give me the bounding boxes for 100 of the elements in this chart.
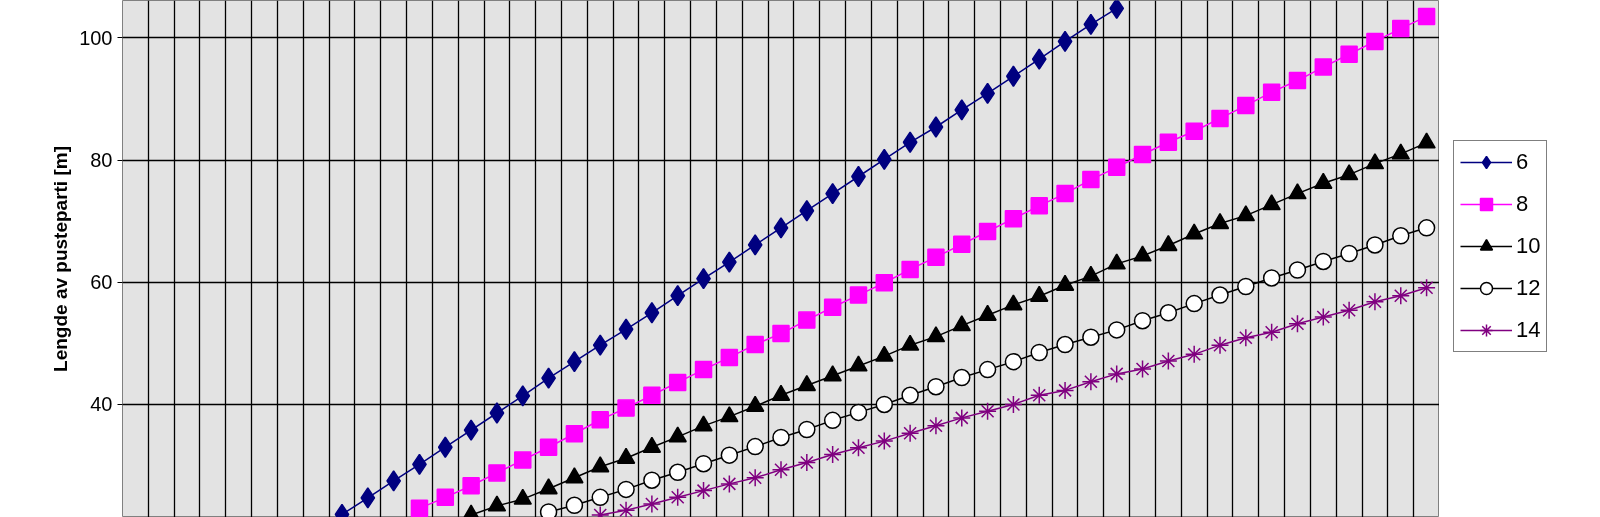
point: [643, 471, 661, 489]
legend-label: 10: [1516, 233, 1541, 259]
point: [592, 334, 608, 356]
point: [668, 373, 687, 392]
point: [1004, 209, 1023, 228]
point: [1185, 122, 1203, 141]
point: [1211, 109, 1229, 128]
point: [1159, 304, 1178, 322]
point: [1237, 96, 1255, 115]
point: [1417, 7, 1436, 26]
point: [823, 411, 842, 430]
point: [539, 438, 558, 456]
point: [1210, 335, 1230, 355]
point: [1366, 236, 1384, 254]
point: [823, 298, 842, 317]
point: [1417, 219, 1436, 237]
point: [954, 99, 970, 121]
point: [1392, 227, 1410, 245]
point: [773, 217, 789, 239]
point: [1107, 158, 1126, 177]
point: [1107, 321, 1126, 339]
point: [772, 428, 790, 447]
point: [1365, 292, 1385, 312]
point: [386, 470, 402, 492]
point: [1288, 314, 1307, 334]
point: [1288, 261, 1307, 279]
point: [952, 408, 972, 428]
point: [1184, 345, 1204, 364]
y-tick-label: 60: [90, 271, 113, 294]
point: [1392, 19, 1410, 38]
point: [591, 488, 609, 507]
point: [875, 274, 894, 292]
point: [1366, 32, 1384, 51]
point: [849, 286, 868, 304]
point: [436, 488, 455, 507]
point: [1133, 311, 1152, 330]
legend-label: 12: [1516, 275, 1541, 301]
point: [515, 385, 531, 407]
point: [1029, 386, 1049, 405]
point: [978, 360, 997, 379]
y-tick-label: 80: [90, 149, 113, 171]
point: [1030, 197, 1048, 215]
point: [1211, 286, 1229, 304]
legend-label: 14: [1516, 317, 1541, 343]
point: [978, 401, 997, 421]
point: [1185, 294, 1203, 313]
point: [797, 453, 817, 472]
point: [1133, 359, 1152, 379]
point: [927, 377, 945, 396]
point: [514, 451, 532, 469]
point: [1262, 83, 1281, 101]
point: [1391, 286, 1411, 305]
point: [1417, 278, 1436, 297]
point: [489, 402, 505, 424]
point: [1030, 343, 1048, 362]
y-tick-label: 100: [79, 26, 113, 49]
point: [849, 438, 868, 458]
point: [1004, 352, 1023, 371]
point: [565, 496, 584, 515]
point: [1262, 323, 1281, 342]
point: [1081, 372, 1101, 392]
point: [616, 500, 636, 517]
point: [875, 431, 894, 451]
point: [565, 425, 584, 443]
point: [747, 234, 763, 256]
point: [1314, 252, 1333, 271]
point: [720, 474, 739, 494]
point: [745, 468, 765, 488]
point: [1082, 170, 1100, 189]
point: [901, 386, 919, 405]
point: [1082, 328, 1100, 346]
point: [926, 416, 946, 436]
point: [928, 116, 944, 138]
point: [900, 423, 920, 443]
point: [644, 302, 660, 324]
point: [720, 446, 739, 464]
point: [1339, 301, 1359, 320]
point: [668, 488, 687, 507]
point: [1031, 48, 1047, 70]
point: [1159, 133, 1178, 152]
point: [694, 481, 713, 500]
legend-label: 8: [1516, 191, 1530, 217]
point: [617, 399, 635, 417]
point: [771, 460, 791, 480]
point: [668, 463, 687, 482]
point: [1340, 244, 1358, 263]
point: [1004, 395, 1023, 414]
point: [617, 480, 635, 499]
point: [1056, 335, 1074, 354]
point: [437, 436, 453, 458]
point: [360, 487, 376, 509]
point: [746, 437, 764, 456]
point: [642, 494, 662, 514]
legend-label: 6: [1516, 149, 1530, 175]
point: [1159, 351, 1178, 371]
point: [746, 335, 764, 354]
point: [1340, 45, 1358, 64]
point: [798, 420, 816, 439]
point: [721, 251, 737, 273]
point: [927, 248, 945, 266]
